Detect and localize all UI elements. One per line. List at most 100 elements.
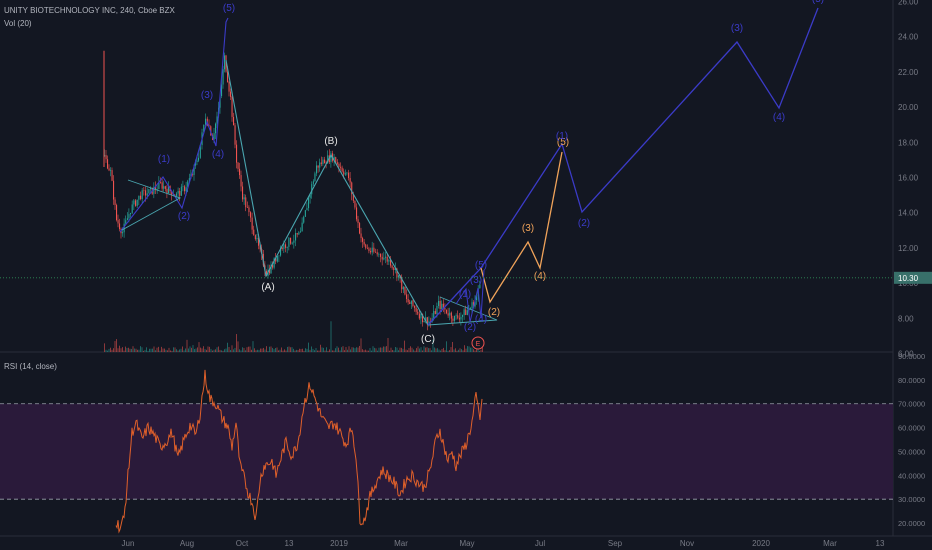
volume-bar [279, 349, 281, 352]
volume-bar [219, 349, 221, 352]
candle-body [228, 82, 230, 92]
volume-bar [377, 350, 378, 352]
volume-bar [138, 349, 140, 352]
candle-body [128, 214, 130, 219]
candle-body [245, 197, 247, 208]
volume-bar [410, 346, 411, 352]
volume-bar [171, 350, 173, 352]
volume-bar [359, 345, 360, 352]
candle-body [114, 199, 116, 206]
candle-body [233, 116, 235, 126]
volume-bar [282, 350, 284, 352]
candle-body [166, 188, 168, 194]
candle-body [192, 174, 194, 176]
candle-body [123, 223, 125, 233]
volume-bar [342, 346, 344, 352]
volume-bar [407, 350, 408, 352]
candle-body [158, 182, 160, 189]
volume-bar [246, 347, 248, 352]
volume-bar [206, 349, 207, 352]
candle-body [356, 207, 358, 220]
candle-body [171, 191, 173, 196]
volume-bar [144, 349, 146, 352]
volume-bar [399, 347, 401, 352]
elliott-wave-lines [119, 7, 819, 326]
candle-body [327, 155, 329, 164]
candle-body [447, 313, 449, 316]
wave-label: (2) [488, 307, 500, 318]
candle-body [131, 204, 133, 213]
volume-bar [273, 349, 275, 352]
candle-body [351, 182, 353, 195]
candle-body [248, 207, 250, 213]
volume-bar [234, 347, 236, 352]
volume-bar [207, 346, 209, 352]
candle-body [107, 159, 109, 169]
volume-bar [441, 348, 443, 352]
volume-bar [284, 349, 285, 352]
candle-body [230, 91, 232, 97]
volume-bar [426, 347, 428, 352]
candle-body [333, 157, 335, 161]
candle-body [290, 237, 292, 244]
volume-bar [251, 349, 252, 352]
volume-bar [132, 346, 134, 352]
candle-body [185, 187, 187, 192]
rsi-line [115, 369, 483, 534]
volume-bar [383, 346, 384, 352]
volume-bar [405, 349, 407, 352]
candle-body [470, 308, 472, 310]
volume-bar [266, 346, 267, 352]
volume-bar [305, 348, 306, 352]
candle-body [383, 257, 385, 260]
volume-bar [224, 349, 225, 352]
time-tick-label: Jun [122, 539, 135, 548]
candle-body [426, 317, 428, 325]
candle-body [161, 182, 163, 189]
candle-body [336, 162, 338, 164]
volume-bar [287, 346, 288, 352]
volume-bar [110, 347, 111, 352]
time-tick-label: 13 [876, 539, 885, 548]
volume-bar [482, 347, 483, 352]
volume-bar [240, 350, 242, 352]
candle-body [193, 165, 195, 176]
candle-body [388, 259, 390, 262]
volume-bar [281, 347, 282, 352]
wave-line-sub [455, 269, 485, 323]
candle-body [319, 162, 321, 168]
rsi-tick-label: 80.0000 [898, 376, 925, 385]
price-tick-label: 18.00 [898, 138, 919, 147]
candle-body [396, 268, 398, 278]
volume-bar [194, 349, 195, 352]
candle-body [270, 264, 272, 274]
candle-body [394, 268, 396, 271]
time-tick-label: Sep [608, 539, 623, 548]
wave-label: (1) [459, 289, 471, 300]
candle-body [409, 302, 411, 304]
volume-bar [161, 346, 162, 352]
candle-body [126, 218, 128, 221]
candle-body [280, 247, 282, 256]
candle-body [344, 173, 346, 175]
candle-body [239, 168, 241, 176]
candle-body [428, 321, 430, 325]
volume-bar [156, 347, 158, 352]
volume-bar [111, 349, 113, 352]
candle-body [349, 178, 351, 183]
volume-bar [297, 349, 299, 352]
candle-body [156, 188, 158, 190]
volume-bar [347, 349, 348, 352]
volume-bar [360, 338, 362, 352]
volume-bar [353, 347, 354, 352]
volume-bar [390, 347, 392, 352]
candle-body [322, 159, 324, 164]
candle-body [266, 271, 268, 276]
volume-bar [104, 343, 105, 352]
candle-body [309, 194, 311, 198]
rsi-tick-label: 50.0000 [898, 447, 925, 456]
volume-bar [420, 347, 422, 352]
volume-bar [309, 349, 311, 352]
price-tick-label: 12.00 [898, 244, 919, 253]
